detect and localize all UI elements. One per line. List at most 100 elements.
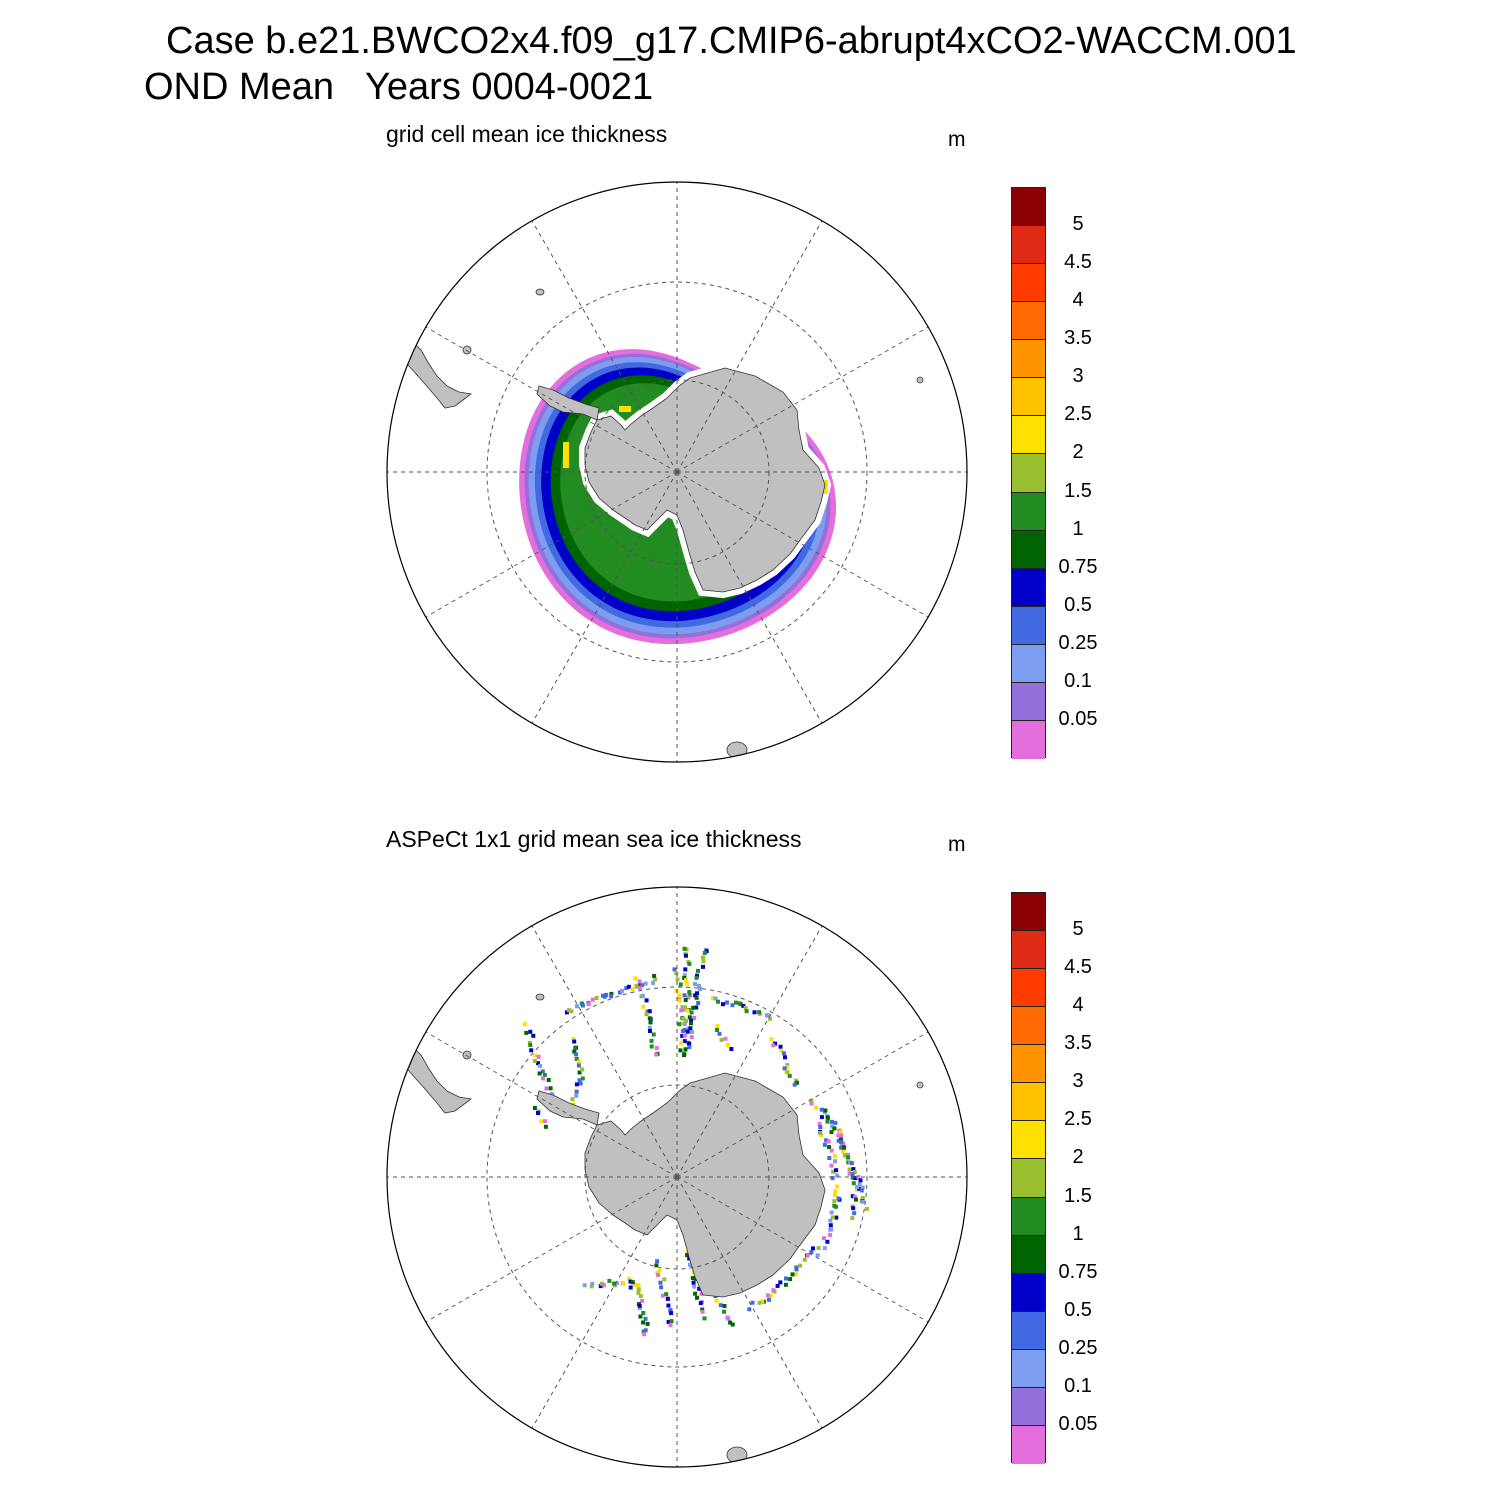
observation-cell: [831, 1215, 835, 1220]
observation-cell: [692, 1015, 697, 1020]
observation-cell: [729, 1047, 734, 1051]
observation-cell: [690, 1276, 695, 1281]
observation-cell: [522, 1022, 527, 1027]
observation-cell: [744, 1009, 749, 1014]
colorbar-label: 4.5: [1064, 251, 1092, 274]
observation-cell: [598, 1284, 603, 1289]
observation-cell: [679, 1041, 684, 1046]
observation-cell: [700, 1309, 705, 1314]
observation-cell: [683, 967, 688, 972]
graticule: [387, 887, 967, 1467]
observation-cell: [843, 1153, 847, 1158]
observation-cell: [750, 1300, 755, 1305]
observation-cell: [628, 1279, 633, 1284]
observation-cell: [580, 1076, 585, 1081]
observation-cell: [677, 998, 682, 1003]
observation-cell: [640, 983, 645, 988]
observation-cell: [542, 1073, 547, 1077]
observation-cell: [725, 1043, 730, 1047]
observation-cell: [687, 993, 692, 997]
observation-cell: [620, 988, 625, 993]
observation-cell: [850, 1216, 855, 1221]
observation-cell: [715, 1024, 720, 1029]
meridian-line: [531, 471, 678, 724]
observation-cell: [723, 1036, 728, 1041]
observation-cell: [722, 1309, 727, 1314]
observation-cell: [576, 1063, 581, 1068]
observation-cell: [833, 1192, 838, 1197]
colorbar-label: 5: [1072, 213, 1084, 236]
observation-cell: [680, 1033, 685, 1038]
observation-cell: [697, 983, 701, 988]
observation-cell: [836, 1133, 841, 1138]
observation-cell: [668, 1308, 673, 1313]
observation-cell: [794, 1080, 799, 1085]
observation-cell: [609, 991, 614, 996]
observation-cell: [662, 1277, 667, 1282]
observation-cell: [685, 1029, 690, 1034]
observation-cell: [649, 1044, 654, 1049]
observation-cell: [733, 1000, 738, 1005]
observation-cell: [743, 1005, 748, 1010]
observation-cell: [630, 987, 635, 992]
observation-cell: [657, 1268, 662, 1273]
colorbar-swatch: [1012, 682, 1045, 721]
observation-cell: [783, 1055, 787, 1060]
observation-cell: [638, 1294, 643, 1298]
observation-cell: [790, 1272, 795, 1277]
observation-cell: [702, 1316, 707, 1321]
observation-cell: [747, 1307, 752, 1312]
observation-cell: [533, 1053, 538, 1058]
colorbar-swatch: [1012, 1425, 1045, 1464]
observation-cell: [636, 1290, 641, 1295]
observation-cell: [725, 1000, 729, 1005]
observation-cell: [805, 1253, 810, 1258]
observation-cell: [580, 1067, 585, 1072]
colorbar-label: 2.5: [1064, 403, 1092, 426]
observation-cell: [536, 1061, 540, 1066]
observation-cell: [672, 967, 677, 972]
observation-cell: [765, 1013, 770, 1018]
observation-cell: [784, 1065, 789, 1070]
observation-cell: [624, 986, 629, 991]
observation-cell: [809, 1101, 814, 1106]
island: [916, 1081, 924, 1089]
observation-cell: [691, 1005, 696, 1010]
colorbar-swatch: [1012, 530, 1045, 569]
observation-cell: [645, 1321, 650, 1326]
observation-cell: [832, 1154, 837, 1159]
observation-cell: [649, 1038, 654, 1043]
observation-cell: [682, 1033, 687, 1038]
observation-cell: [819, 1133, 824, 1138]
observation-cell: [680, 1005, 685, 1010]
observation-cell: [819, 1107, 824, 1112]
colorbar-label: 0.5: [1064, 593, 1092, 616]
observation-cell: [574, 1089, 579, 1094]
observation-cell: [828, 1232, 833, 1237]
meridian-line: [676, 471, 929, 618]
colorbar-swatch: [1012, 1235, 1045, 1274]
observation-cell: [532, 1106, 537, 1110]
observation-cell: [653, 977, 658, 982]
colorbar-label: 2: [1072, 1146, 1084, 1169]
observation-cell: [794, 1265, 799, 1270]
latitude-circle: [486, 281, 868, 663]
observation-cell: [582, 1283, 587, 1288]
observation-cell: [819, 1115, 824, 1120]
observation-cell: [816, 1246, 821, 1250]
observation-cell: [577, 1070, 582, 1075]
observation-cell: [827, 1156, 832, 1160]
observation-cell: [647, 1025, 652, 1030]
observation-cell: [590, 997, 595, 1002]
observation-cell: [634, 983, 639, 988]
observation-cell: [829, 1227, 834, 1232]
observation-cell: [682, 1053, 686, 1058]
observation-cell: [654, 1052, 659, 1057]
observation-cell: [792, 1082, 797, 1087]
observation-cell: [688, 1262, 692, 1267]
observation-cell: [679, 1008, 684, 1013]
antarctica-land: [584, 1072, 826, 1298]
observation-cell: [694, 995, 699, 1000]
observation-cell: [779, 1048, 784, 1053]
observation-cell: [700, 955, 705, 960]
